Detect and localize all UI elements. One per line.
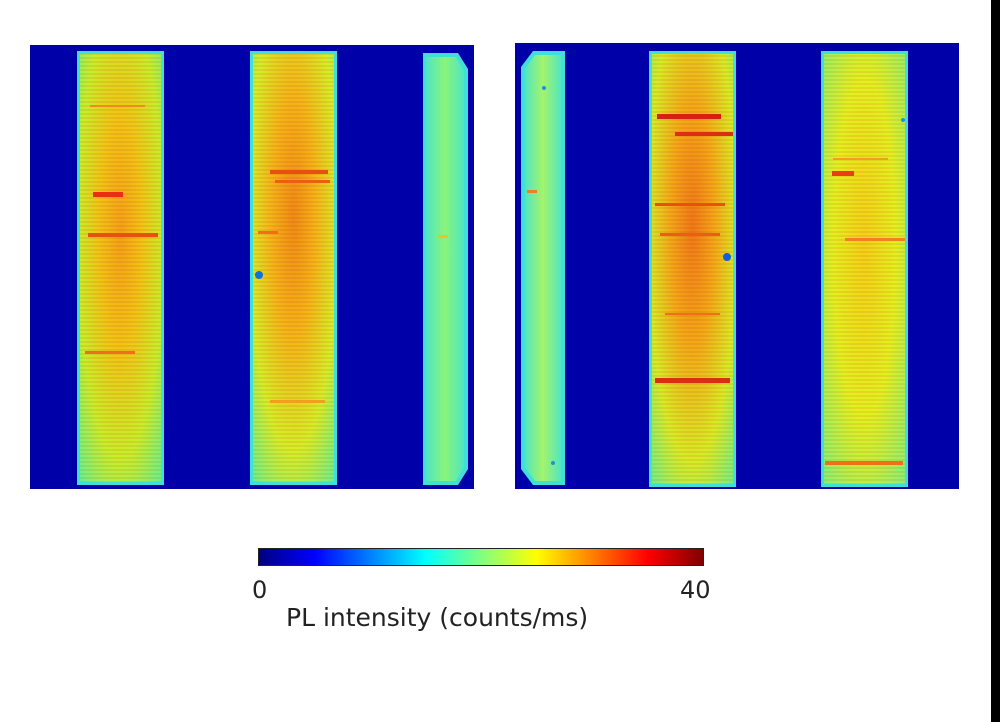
colorbar-title: PL intensity (counts/ms) bbox=[286, 603, 589, 632]
pl-image-left-svg bbox=[30, 45, 474, 489]
right-border bbox=[991, 0, 1000, 722]
colorbar bbox=[258, 548, 704, 566]
strip-2 bbox=[250, 51, 337, 485]
pl-image-left bbox=[30, 45, 474, 489]
colorbar-min-label: 0 bbox=[252, 576, 268, 604]
strip-1 bbox=[521, 51, 565, 485]
pl-image-right bbox=[515, 43, 959, 489]
strip-3 bbox=[423, 53, 468, 485]
pl-image-right-svg bbox=[515, 43, 959, 489]
strip-2 bbox=[649, 51, 736, 487]
strip-1 bbox=[77, 51, 164, 485]
colorbar-max-label: 40 bbox=[680, 576, 711, 604]
strip-3 bbox=[821, 51, 908, 487]
